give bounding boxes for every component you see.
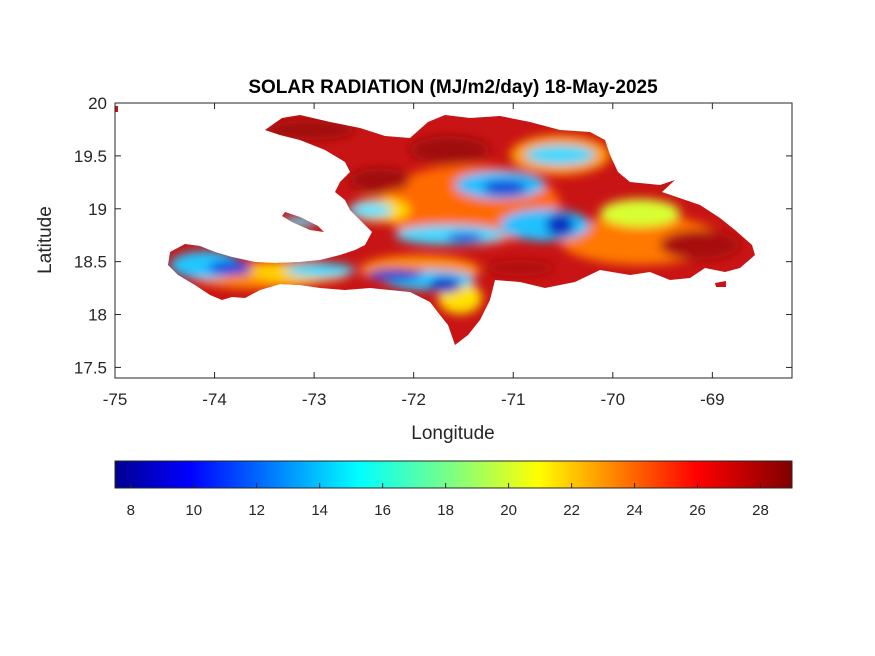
colorbar-tick-label: 20 — [500, 502, 517, 519]
y-tick-label: 19 — [88, 200, 107, 219]
colorbar-tick-label: 8 — [127, 502, 135, 519]
colorbar-tick-label: 18 — [437, 502, 454, 519]
x-tick-label: -69 — [700, 390, 725, 409]
colorbar-tick-label: 16 — [374, 502, 391, 519]
colorbar-tick-label: 22 — [563, 502, 580, 519]
y-tick-label: 17.5 — [74, 358, 107, 377]
colorbar-tick-label: 10 — [185, 502, 202, 519]
chart-title: SOLAR RADIATION (MJ/m2/day) 18-May-2025 — [248, 77, 658, 98]
colorbar-tick-label: 28 — [752, 502, 769, 519]
x-tick-label: -75 — [103, 390, 128, 409]
colorbar-tick-label: 12 — [248, 502, 265, 519]
x-axis: -75 -74 -73 -72 -71 -70 -69 — [103, 103, 725, 409]
colorbar-gradient — [114, 460, 793, 489]
colorbar-tick-label: 24 — [626, 502, 643, 519]
x-axis-label: Longitude — [411, 423, 494, 444]
x-tick-label: -72 — [401, 390, 426, 409]
colorbar-tick-label: 14 — [311, 502, 328, 519]
x-tick-label: -73 — [302, 390, 327, 409]
x-tick-label: -70 — [601, 390, 626, 409]
y-tick-label: 18 — [88, 306, 107, 325]
colorbar-ticks: 8 10 12 14 16 18 20 22 24 26 28 — [127, 483, 769, 519]
axes-box — [114, 102, 793, 379]
x-tick-label: -74 — [202, 390, 227, 409]
y-tick-label: 18.5 — [74, 253, 107, 272]
colorbar: 8 10 12 14 16 18 20 22 24 26 28 — [114, 460, 793, 519]
plot-area — [115, 106, 755, 345]
y-axis-label: Latitude — [35, 206, 56, 274]
colorbar-tick-label: 26 — [689, 502, 706, 519]
radiation-field — [168, 115, 755, 345]
y-tick-label: 20 — [88, 94, 107, 113]
x-tick-label: -71 — [501, 390, 526, 409]
y-axis: 17.5 18 18.5 19 19.5 20 — [74, 94, 792, 377]
y-tick-label: 19.5 — [74, 147, 107, 166]
